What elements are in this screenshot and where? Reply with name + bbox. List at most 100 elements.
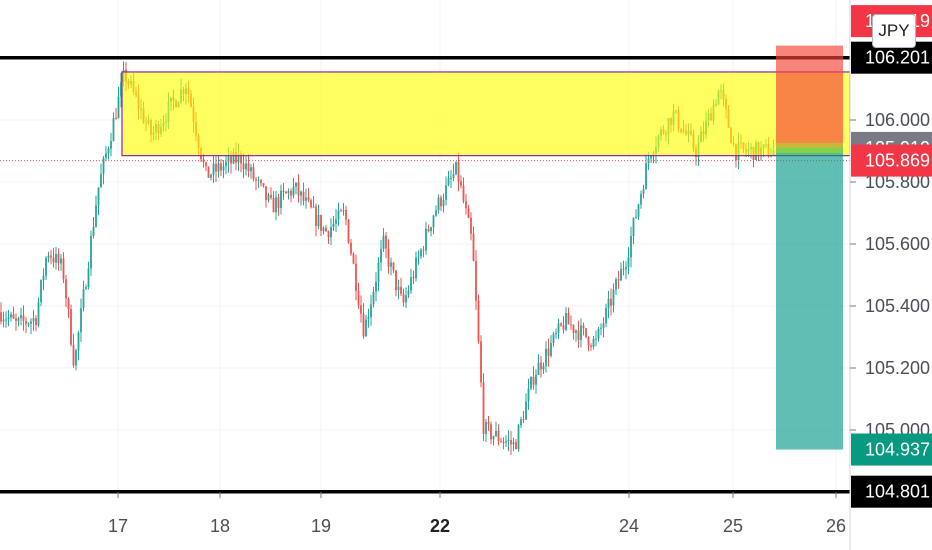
candle-body (385, 235, 387, 249)
candle-body (472, 233, 475, 261)
x-tick-label-18: 18 (210, 516, 230, 536)
candle-body (360, 305, 362, 314)
candle-body (247, 163, 250, 172)
position-stop-zone[interactable] (776, 45, 843, 148)
candle-body (257, 180, 260, 182)
candle-body (315, 206, 317, 227)
candle-body (275, 197, 277, 213)
x-tick-label-17: 17 (108, 516, 128, 536)
candle-body (392, 262, 395, 271)
candle-body (75, 350, 77, 366)
candle-body (632, 217, 635, 237)
candle-body (375, 281, 377, 292)
price-label-text: 105.869 (865, 151, 930, 171)
candle-body (445, 185, 447, 201)
candle-body (345, 210, 347, 220)
candle-body (115, 117, 117, 119)
candle-body (482, 382, 485, 434)
candle-body (600, 327, 602, 329)
candle-body (410, 277, 412, 291)
y-tick-label-2: 105.600 (865, 234, 930, 254)
candle-body (305, 197, 307, 201)
candle-body (355, 263, 357, 291)
candle-body (302, 191, 305, 201)
candle-body (232, 152, 235, 164)
candle-body (430, 227, 432, 232)
candle-body (85, 287, 87, 290)
candle-body (465, 201, 467, 209)
candle-body (272, 197, 275, 213)
candle-body (627, 257, 630, 268)
candle-body (297, 182, 300, 196)
candle-body (317, 214, 320, 227)
candle-body (462, 185, 465, 202)
candle-body (72, 344, 75, 366)
candle-body (265, 186, 267, 201)
candle-body (397, 286, 400, 291)
price-axis[interactable]: 106.000105.800105.600105.400105.200105.0… (849, 0, 932, 550)
candle-body (555, 333, 557, 335)
candle-body (455, 161, 457, 175)
candle-body (642, 189, 645, 194)
candle-body (562, 325, 565, 330)
candle-body (510, 440, 512, 445)
candle-body (327, 231, 330, 238)
candle-body (80, 308, 82, 333)
candle-body (387, 248, 390, 267)
candle-body (560, 323, 562, 326)
candle-body (450, 178, 452, 180)
candle-body (227, 156, 230, 162)
candle-body (262, 183, 265, 187)
candle-body (90, 235, 92, 269)
candle-body (352, 253, 355, 264)
price-axis-background (850, 0, 932, 550)
candle-body (280, 190, 282, 208)
candle-body (550, 343, 552, 356)
resistance-zone[interactable] (121, 71, 851, 157)
candle-body (590, 345, 592, 347)
y-tick-label-0: 106.000 (865, 110, 930, 130)
candle-body (440, 197, 442, 207)
price-label-bg (851, 144, 932, 177)
candle-body (207, 166, 210, 178)
candle-body (470, 217, 472, 234)
position-target-zone[interactable] (776, 147, 843, 450)
candle-body (525, 401, 527, 420)
candle-body (460, 181, 462, 186)
candle-body (17, 318, 20, 321)
candle-body (500, 440, 502, 443)
time-axis[interactable]: 17 18 19 22 24 25 26 (108, 492, 846, 536)
candle-body (497, 430, 500, 441)
candle-body (30, 321, 32, 324)
candle-body (332, 223, 335, 227)
position-entry-marker (776, 142, 843, 153)
y-tick-label-3: 105.400 (865, 296, 930, 316)
candle-body (222, 166, 225, 171)
candle-body (535, 374, 537, 385)
candle-body (362, 313, 365, 337)
candle-body (95, 205, 97, 227)
candle-body (467, 208, 470, 218)
candle-body (325, 227, 327, 232)
candle-body (377, 262, 380, 282)
candle-body (595, 338, 597, 340)
candle-body (2, 319, 5, 322)
x-tick-label-24: 24 (619, 516, 639, 536)
currency-badge[interactable]: JPY (872, 14, 916, 48)
candle-body (255, 179, 257, 181)
candle-body (87, 268, 90, 288)
candle-body (495, 430, 497, 437)
candle-body (540, 362, 542, 370)
candle-body (70, 309, 72, 345)
candle-body (502, 442, 505, 444)
candle-body (615, 279, 617, 290)
candle-body (40, 279, 42, 303)
candle-body (625, 267, 627, 270)
candle-body (65, 279, 67, 299)
candle-body (357, 290, 360, 306)
candle-body (425, 228, 427, 251)
candle-body (565, 313, 567, 330)
candle-body (330, 226, 332, 238)
candle-body (547, 348, 550, 356)
